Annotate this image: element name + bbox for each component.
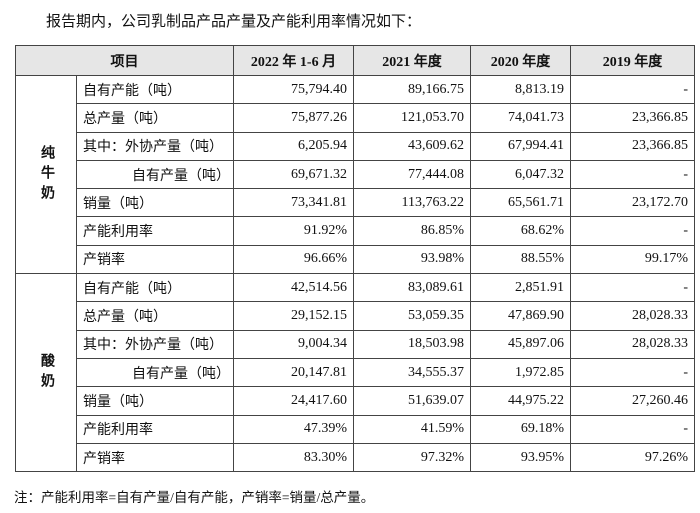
row: 总产量（吨） 29,152.15 53,059.35 47,869.90 28,028.…	[16, 301, 695, 331]
value-cell: 47,869.90	[470, 301, 571, 331]
row: 酸奶 自有产能（吨） 42,514.56 83,089.61 2,851.91-	[15, 273, 695, 473]
value-cell: 2,851.91	[470, 273, 571, 303]
item-cell: 其中：外协产量（吨）	[76, 329, 234, 359]
value-cell: 9,004.34	[233, 329, 354, 359]
row: 产销率 83.30% 97.32% 93.95% 97.26%	[16, 442, 695, 473]
row: 自有产量（吨） 20,147.81 34,555.37 1,972.85-	[16, 357, 695, 388]
value-cell: 67,994.41	[470, 131, 571, 161]
value-cell: 88.55%	[470, 244, 571, 275]
row: 总产量（吨） 75,877.26 121,053.70 74,041.73 23,366…	[16, 103, 695, 133]
value-cell: 47.39%	[233, 414, 354, 444]
item-cell: 自有产量（吨）	[76, 357, 234, 388]
header-cell: 2020 年度	[470, 45, 571, 76]
row: 产能利用率 91.92% 86.85% 68.62% -	[16, 216, 695, 246]
value-cell: 89,166.75	[353, 74, 471, 105]
value-cell: 83,089.61	[353, 273, 471, 303]
row: 销量（吨） 73,341.81 113,763.22 65,561.71 23,172.…	[16, 188, 695, 218]
value-cell: 69.18%	[470, 414, 571, 444]
value-cell: 45,897.06	[470, 329, 571, 359]
value-cell: 74,041.73	[470, 103, 571, 133]
value-cell: 29,152.15	[233, 301, 354, 331]
value-cell: 91.92%	[233, 216, 354, 246]
value-cell: 75,794.40	[233, 74, 354, 105]
value-cell: 1,972.85	[470, 357, 571, 388]
value-cell: 8,813.19	[470, 74, 571, 105]
value-cell: 23,172.70	[570, 188, 695, 218]
value-cell: 97.32%	[353, 442, 471, 473]
group-label: 纯牛奶	[15, 74, 77, 275]
header-cell: 2019 年度	[570, 45, 695, 76]
value-cell: 65,561.71	[470, 188, 571, 218]
value-cell: 97.26%	[570, 442, 695, 473]
header-cell: 2022 年 1-6 月	[233, 45, 354, 76]
value-cell: 93.95%	[470, 442, 571, 473]
value-cell: 28,028.33	[570, 329, 695, 359]
value-cell: 34,555.37	[353, 357, 471, 388]
row: 自有产量（吨） 69,671.32 77,444.08 6,047.32-	[16, 159, 695, 190]
intro: 报告期内，公司乳制品产品产量及产能利用率情况如下：	[46, 14, 422, 30]
value-cell: 41.59%	[353, 414, 471, 444]
value-cell: -	[570, 74, 695, 105]
value-cell: 93.98%	[353, 244, 471, 275]
value-cell: 83.30%	[233, 442, 354, 473]
item-cell: 自有产量（吨）	[76, 159, 234, 190]
value-cell: -	[570, 414, 695, 444]
header-cell: 项目	[15, 45, 234, 76]
value-cell: 6,205.94	[233, 131, 354, 161]
value-cell: 18,503.98	[353, 329, 471, 359]
note: 注：产能利用率=自有产量/自有产能，产销率=销量/总产量。	[14, 490, 375, 505]
value-cell: 51,639.07	[353, 386, 471, 416]
value-cell: 68.62%	[470, 216, 571, 246]
value-cell: 113,763.22	[353, 188, 471, 218]
item-cell: 产能利用率	[76, 216, 234, 246]
row: 产销率 96.66% 93.98% 88.55% 99.17%	[16, 244, 695, 275]
table: 项目 2022 年 1-6 月 2021 年度 2020 年度 2019 年度 纯牛奶自…	[15, 45, 695, 473]
row: 销量（吨） 24,417.60 51,639.07 44,975.22 27,260.4…	[16, 386, 695, 416]
value-cell: -	[570, 357, 695, 388]
value-cell: -	[570, 216, 695, 246]
item-cell: 产销率	[76, 442, 234, 473]
value-cell: 73,341.81	[233, 188, 354, 218]
value-cell: 24,417.60	[233, 386, 354, 416]
value-cell: 99.17%	[570, 244, 695, 275]
item-cell: 自有产能（吨）	[76, 273, 234, 303]
row: 产能利用率 47.39% 41.59% 69.18% -	[16, 414, 695, 444]
value-cell: 43,609.62	[353, 131, 471, 161]
value-cell: 27,260.46	[570, 386, 695, 416]
value-cell: 23,366.85	[570, 103, 695, 133]
value-cell: 75,877.26	[233, 103, 354, 133]
row: 其中：外协产量（吨） 6,205.94 43,609.62 67,994.41 23,3…	[16, 131, 695, 161]
value-cell: 121,053.70	[353, 103, 471, 133]
item-cell: 总产量（吨）	[76, 301, 234, 331]
row: 纯牛奶 自有产能（吨） 75,794.40 89,166.75 8,813.19-	[15, 74, 695, 275]
value-cell: 20,147.81	[233, 357, 354, 388]
value-cell: 28,028.33	[570, 301, 695, 331]
item-cell: 其中：外协产量（吨）	[76, 131, 234, 161]
item-cell: 产销率	[76, 244, 234, 275]
item-cell: 销量（吨）	[76, 188, 234, 218]
header-row: 项目 2022 年 1-6 月 2021 年度 2020 年度 2019 年度	[15, 45, 695, 76]
value-cell: 86.85%	[353, 216, 471, 246]
value-cell: -	[570, 159, 695, 190]
item-cell: 产能利用率	[76, 414, 234, 444]
value-cell: 6,047.32	[470, 159, 571, 190]
value-cell: 77,444.08	[353, 159, 471, 190]
row: 其中：外协产量（吨） 9,004.34 18,503.98 45,897.06 28,0…	[16, 329, 695, 359]
value-cell: 42,514.56	[233, 273, 354, 303]
item-cell: 总产量（吨）	[76, 103, 234, 133]
group-label: 酸奶	[15, 273, 77, 473]
item-cell: 自有产能（吨）	[76, 74, 234, 105]
header-cell: 2021 年度	[353, 45, 471, 76]
value-cell: 69,671.32	[233, 159, 354, 190]
value-cell: -	[570, 273, 695, 303]
value-cell: 44,975.22	[470, 386, 571, 416]
item-cell: 销量（吨）	[76, 386, 234, 416]
value-cell: 53,059.35	[353, 301, 471, 331]
value-cell: 23,366.85	[570, 131, 695, 161]
value-cell: 96.66%	[233, 244, 354, 275]
